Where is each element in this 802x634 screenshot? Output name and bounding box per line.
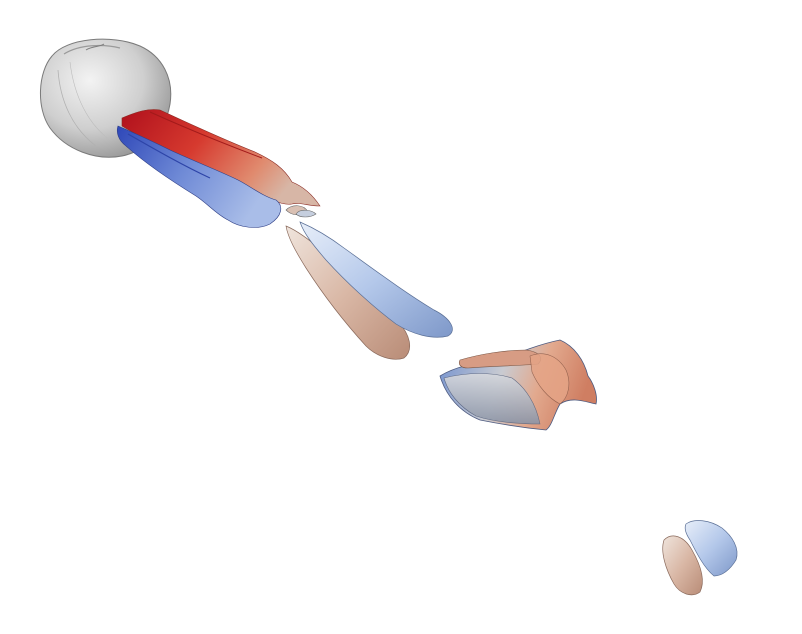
vortex-pair-1-blue (299, 221, 453, 338)
wake-blue-lower (116, 125, 282, 228)
vortex-cluster-2 (439, 339, 597, 431)
vortex-pair-3-tan (662, 535, 703, 596)
vortex-pair-3-blue (684, 520, 738, 577)
wake-fragments (285, 205, 317, 218)
